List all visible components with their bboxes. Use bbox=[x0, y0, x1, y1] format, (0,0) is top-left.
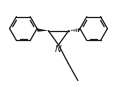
Polygon shape bbox=[38, 28, 48, 32]
Text: N: N bbox=[55, 45, 62, 54]
